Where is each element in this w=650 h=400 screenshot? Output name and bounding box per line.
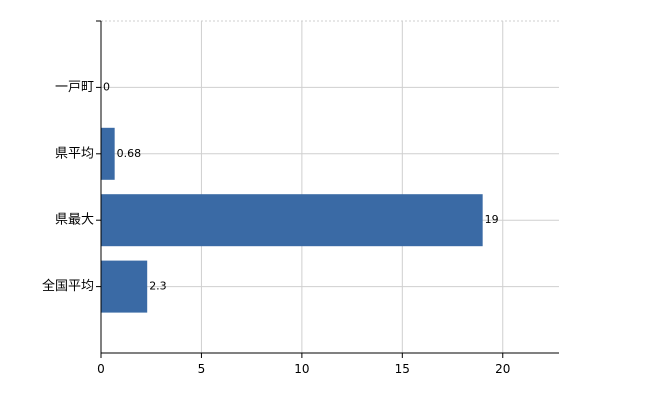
bar	[101, 260, 148, 313]
category-label: 県平均	[55, 146, 94, 161]
data-label: 0.68	[117, 147, 142, 160]
x-tick-label: 20	[495, 362, 510, 376]
category-label: 県最大	[55, 213, 94, 228]
x-tick-label: 5	[198, 362, 206, 376]
x-tick-label: 15	[395, 362, 410, 376]
bar	[101, 127, 115, 180]
category-label: 一戸町	[55, 80, 94, 95]
data-label: 19	[485, 213, 499, 226]
data-label: 0	[103, 80, 110, 93]
bar	[101, 194, 483, 247]
x-tick-label: 0	[97, 362, 105, 376]
category-label: 全国平均	[42, 278, 94, 294]
data-label: 2.3	[149, 280, 167, 293]
x-tick-label: 10	[294, 362, 309, 376]
